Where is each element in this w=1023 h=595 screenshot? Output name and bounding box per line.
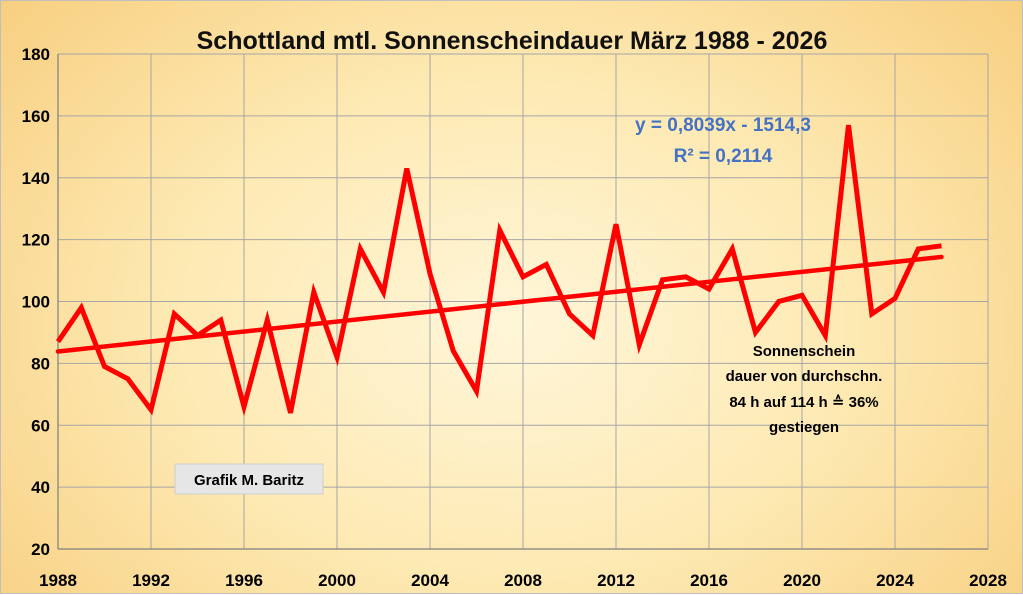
y-tick-label: 100 xyxy=(22,293,50,312)
note-line-2: dauer von durchschn. xyxy=(726,368,883,385)
x-tick-label: 2016 xyxy=(690,571,728,590)
tick-labels: 1988 1992 1996 2000 2004 2008 2012 2016 2020 2024… xyxy=(22,45,1007,590)
x-tick-label: 2008 xyxy=(504,571,542,590)
summary-note: Sonnenschein dauer von durchschn. 84 h a… xyxy=(726,343,883,436)
y-tick-label: 140 xyxy=(22,169,50,188)
note-line-3: 84 h auf 114 h ≙ 36% xyxy=(729,394,878,411)
x-tick-label: 2028 xyxy=(969,571,1007,590)
note-line-1: Sonnenschein xyxy=(753,343,856,360)
y-tick-label: 20 xyxy=(31,540,50,559)
credit-label: Grafik M. Baritz xyxy=(194,472,304,489)
y-tick-label: 40 xyxy=(31,478,50,497)
y-tick-label: 160 xyxy=(22,107,50,126)
x-tick-label: 1988 xyxy=(39,571,77,590)
y-tick-label: 120 xyxy=(22,231,50,250)
y-tick-label: 180 xyxy=(22,45,50,64)
trendline-equation: y = 0,8039x - 1514,3 xyxy=(635,115,811,136)
x-tick-label: 2004 xyxy=(411,571,449,590)
x-tick-label: 2012 xyxy=(597,571,635,590)
x-tick-label: 1992 xyxy=(132,571,170,590)
note-line-4: gestiegen xyxy=(769,419,839,436)
y-tick-label: 60 xyxy=(31,416,50,435)
x-tick-label: 2024 xyxy=(876,571,914,590)
r-squared-label: R² = 0,2114 xyxy=(674,146,773,167)
x-tick-label: 2020 xyxy=(783,571,821,590)
chart-title: Schottland mtl. Sonnenscheindauer März 1… xyxy=(197,27,828,55)
x-tick-label: 1996 xyxy=(225,571,263,590)
credit-badge: Grafik M. Baritz xyxy=(175,464,323,494)
y-tick-label: 80 xyxy=(31,354,50,373)
x-tick-label: 2000 xyxy=(318,571,356,590)
